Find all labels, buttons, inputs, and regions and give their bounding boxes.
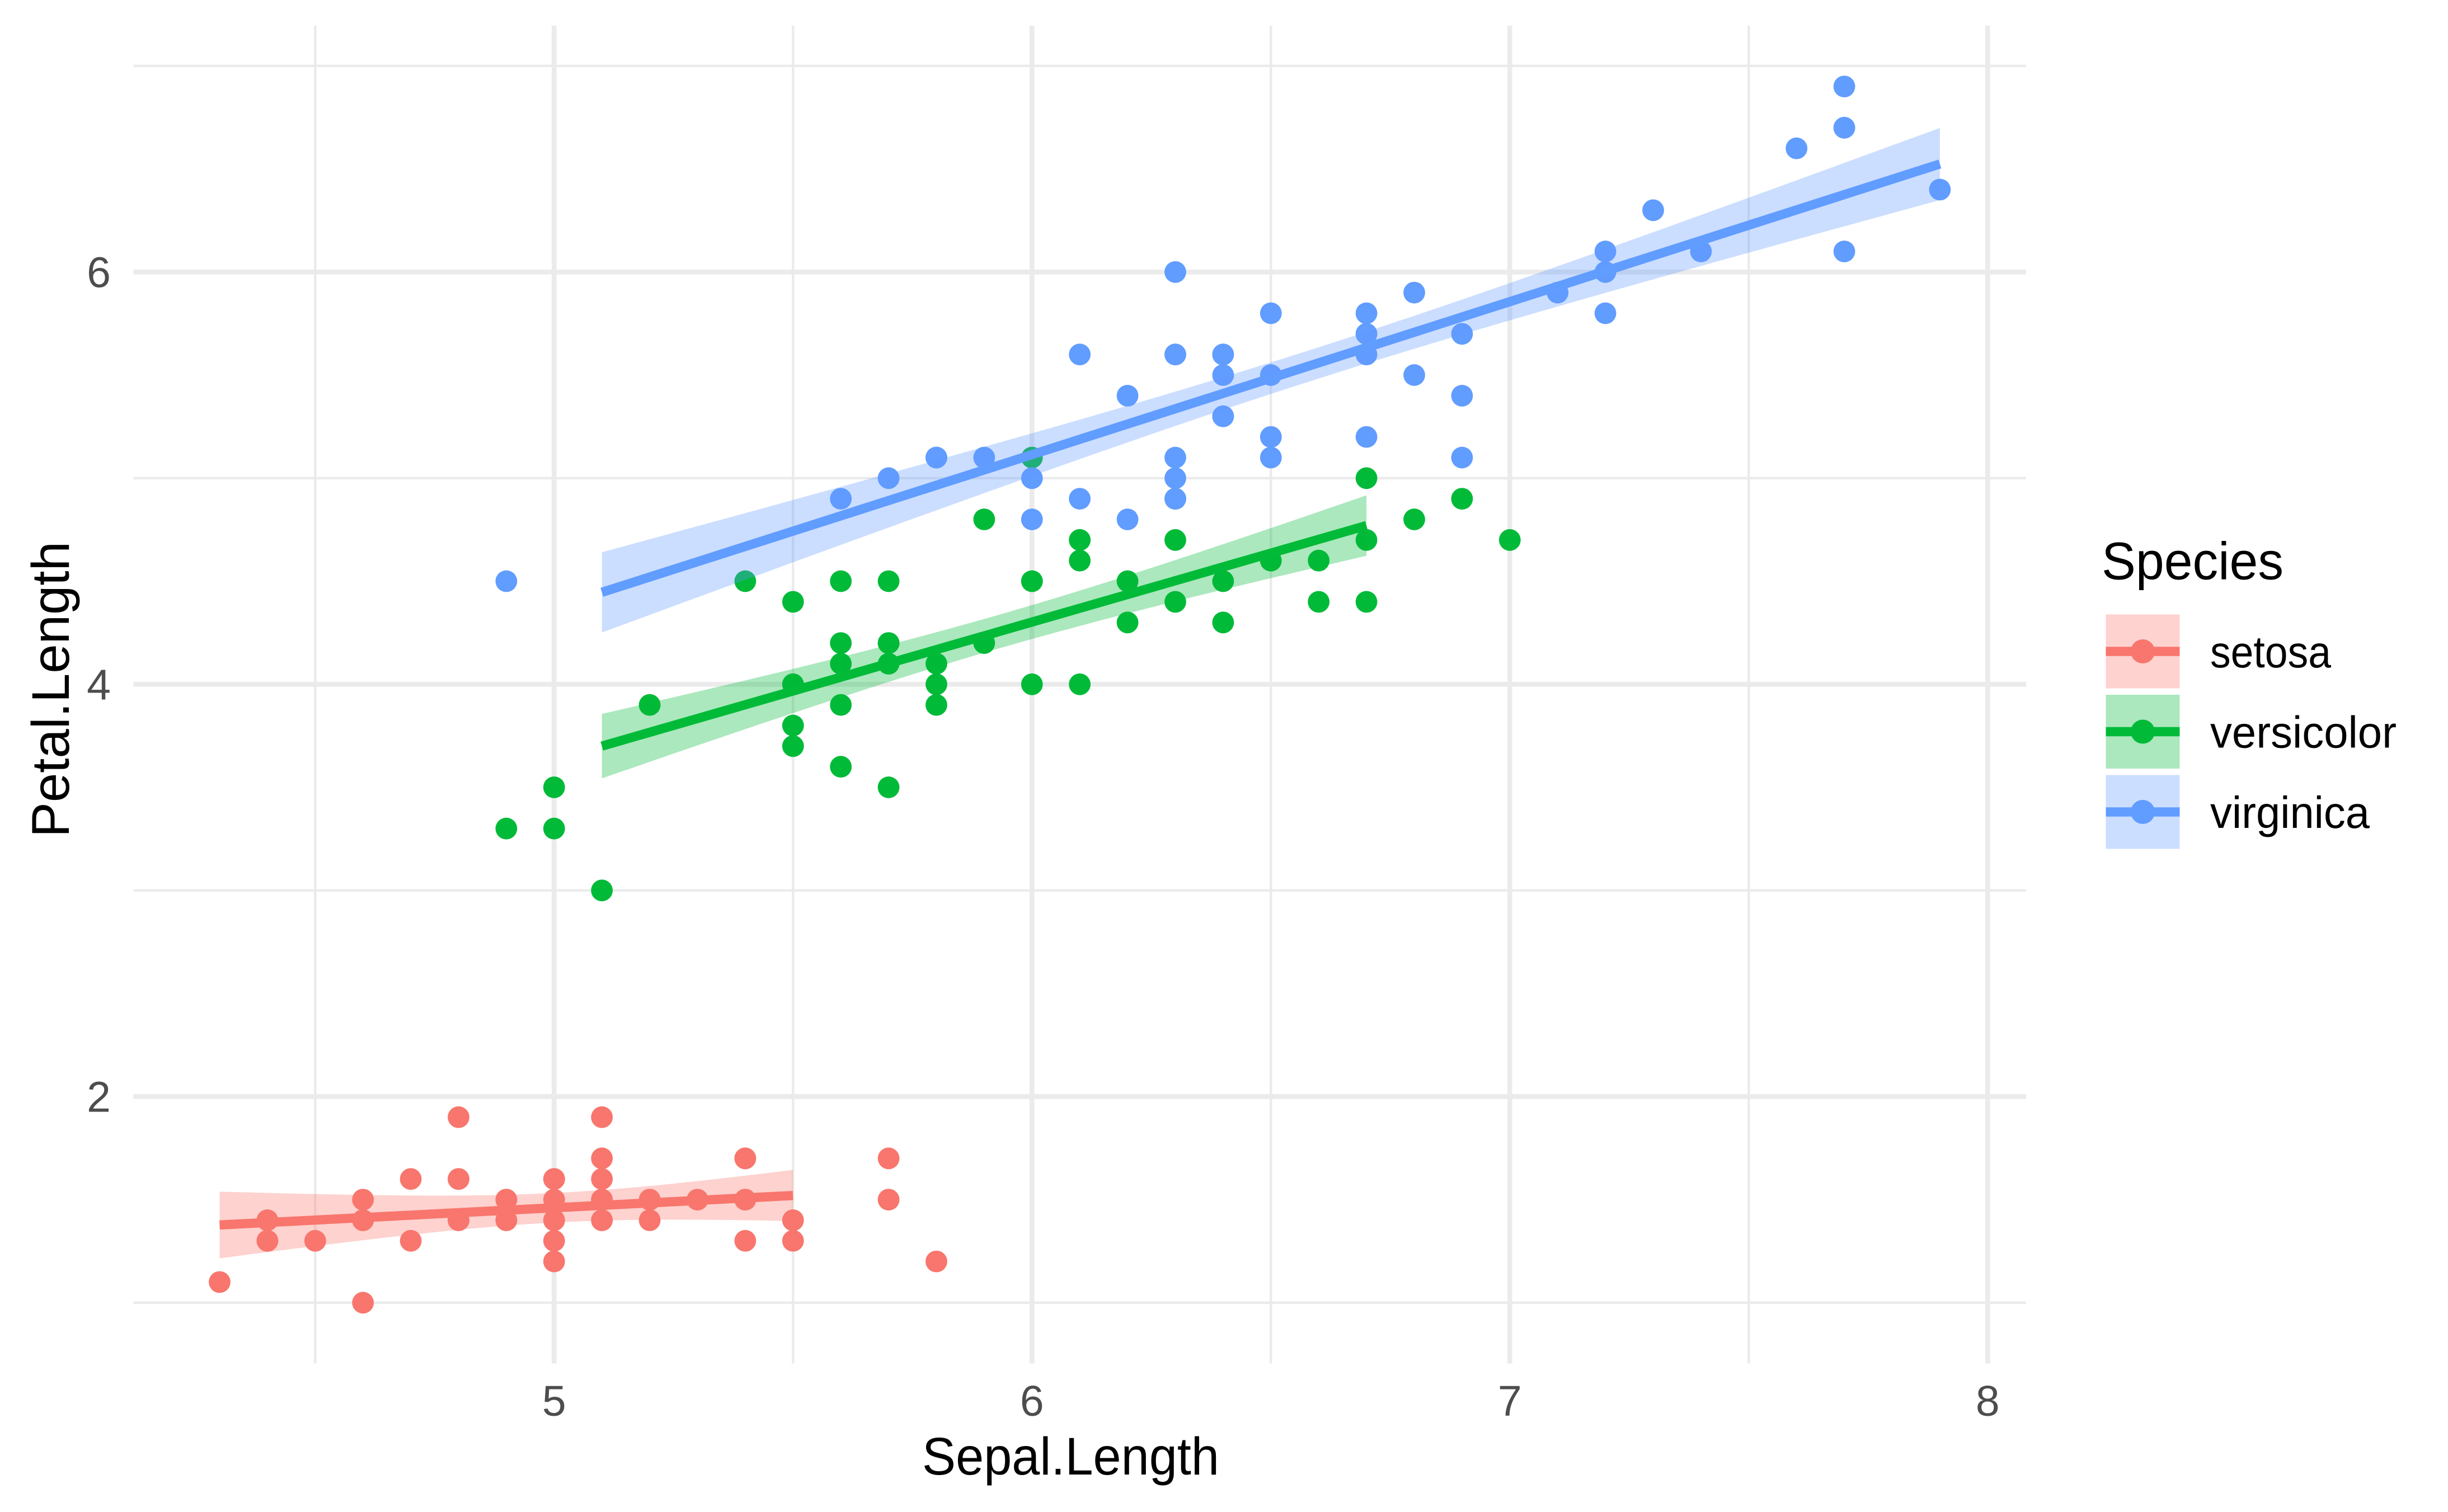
svg-text:5: 5: [542, 1377, 566, 1425]
svg-text:setosa: setosa: [2210, 627, 2331, 677]
svg-text:6: 6: [87, 249, 111, 297]
svg-text:7: 7: [1498, 1377, 1522, 1425]
svg-text:4: 4: [87, 661, 111, 709]
svg-text:2: 2: [87, 1073, 111, 1122]
svg-text:6: 6: [1020, 1377, 1044, 1425]
svg-text:8: 8: [1976, 1377, 2000, 1425]
svg-text:versicolor: versicolor: [2210, 708, 2397, 757]
svg-text:Sepal.Length: Sepal.Length: [922, 1427, 1219, 1486]
svg-text:Petal.Length: Petal.Length: [21, 541, 81, 837]
svg-text:Species: Species: [2102, 532, 2283, 591]
svg-text:virginica: virginica: [2210, 788, 2370, 837]
